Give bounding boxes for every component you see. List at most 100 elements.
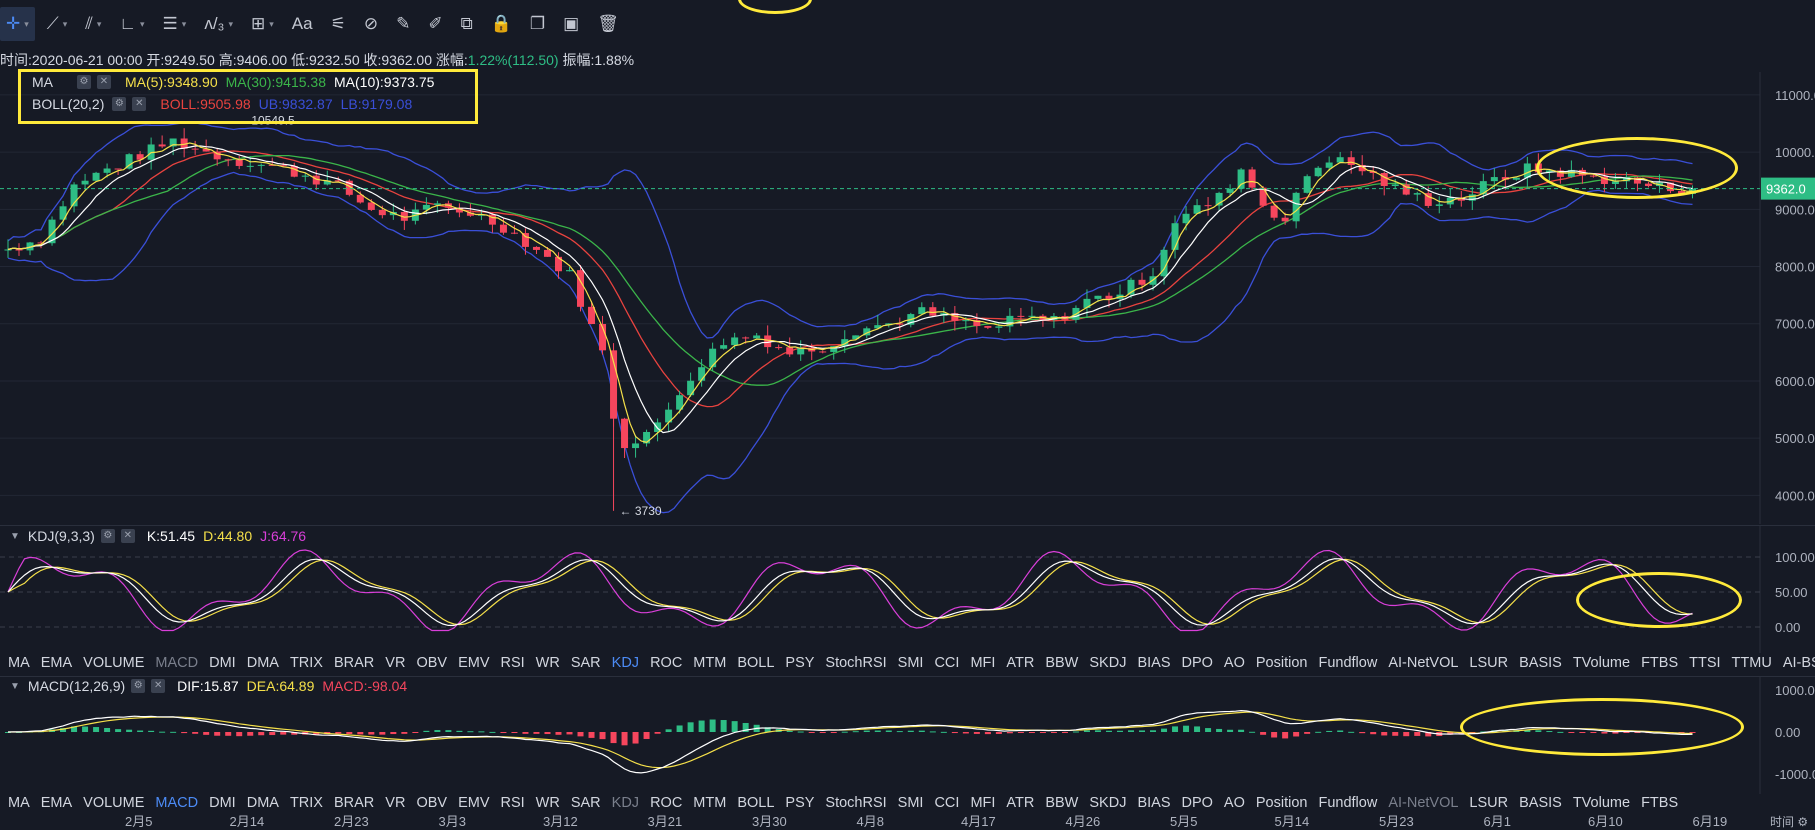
indicator-tab-roc[interactable]: ROC [650,795,683,811]
pattern-tool[interactable]: ⚟ [325,7,352,41]
indicator-tab-wr[interactable]: WR [535,655,560,671]
close-icon[interactable]: ✕ [120,529,135,543]
indicator-tab-fundflow[interactable]: Fundflow [1318,655,1378,671]
hide-tool[interactable]: ▣ [557,7,585,41]
indicator-tab-basis[interactable]: BASIS [1519,655,1562,671]
indicator-tab-ao[interactable]: AO [1223,655,1245,671]
indicator-tab-volume[interactable]: VOLUME [83,795,145,811]
indicator-tab-ema[interactable]: EMA [40,655,73,671]
indicator-tab-boll[interactable]: BOLL [737,655,775,671]
text-tool[interactable]: Aa [286,7,319,41]
indicator-tab-sar[interactable]: SAR [570,795,601,811]
indicator-tab-rsi[interactable]: RSI [500,655,525,671]
copy-tool[interactable]: ❐ [524,7,551,41]
indicator-tab-brar[interactable]: BRAR [333,795,375,811]
delete-tool[interactable]: 🗑 [591,7,625,41]
indicator-tab-rsi[interactable]: RSI [500,795,525,811]
indicator-tab-stochrsi[interactable]: StochRSI [825,655,887,671]
indicator-tab-roc[interactable]: ROC [650,655,683,671]
indicator-tab-mtm[interactable]: MTM [693,655,727,671]
rect-tool[interactable]: ⊞ ▾ [245,7,280,41]
indicator-tab-macd[interactable]: MACD [155,795,199,811]
gear-icon[interactable]: ⚙ [77,75,91,89]
indicator-tab-atr[interactable]: ATR [1006,795,1035,811]
indicator-tab-atr[interactable]: ATR [1006,655,1035,671]
indicator-tab-cci[interactable]: CCI [934,795,960,811]
indicator-tab-dmi[interactable]: DMI [209,795,236,811]
indicator-tab-bbw[interactable]: BBW [1045,655,1079,671]
indicator-tab-sar[interactable]: SAR [570,655,601,671]
indicator-tab-skdj[interactable]: SKDJ [1089,655,1127,671]
indicator-tab-ma[interactable]: MA [8,655,30,671]
gear-icon[interactable]: ⚙ [100,529,115,543]
axis-footer[interactable]: 时间 ⚙ [1770,815,1809,829]
trendline-tool[interactable]: ⟋ ▾ [41,7,73,41]
indicator-tab-tvolume[interactable]: TVolume [1572,655,1631,671]
adjust-tool[interactable]: ⧉ [455,7,479,41]
main-candlestick-chart[interactable]: 11000.00 10000.00 9000.00 8000.00 7000.00 600… [0,72,1815,524]
gear-icon[interactable]: ⚙ [112,97,127,111]
indicator-tab-vr[interactable]: VR [385,795,406,811]
indicator-tab-ttmu[interactable]: TTMU [1731,655,1772,671]
indicator-tab-dma[interactable]: DMA [246,655,279,671]
indicator-tab-ao[interactable]: AO [1223,795,1245,811]
indicator-tab-stochrsi[interactable]: StochRSI [825,795,887,811]
indicator-tab-tvolume[interactable]: TVolume [1572,795,1631,811]
indicator-tab-dma[interactable]: DMA [246,795,279,811]
indicator-tab-ttsi[interactable]: TTSI [1689,655,1721,671]
indicator-tab-obv[interactable]: OBV [416,655,448,671]
indicator-tab-bias[interactable]: BIAS [1137,795,1171,811]
indicator-tab-obv[interactable]: OBV [416,795,448,811]
indicator-tab-smi[interactable]: SMI [897,795,924,811]
gear-icon[interactable]: ⚙ [131,679,146,693]
indicator-tab-ftbs[interactable]: FTBS [1641,655,1679,671]
brush-tool[interactable]: ✐ [422,7,448,41]
indicator-tab-volume[interactable]: VOLUME [83,655,145,671]
angle-tool[interactable]: ∟ ▾ [113,7,150,41]
indicator-tab-boll[interactable]: BOLL [737,795,775,811]
indicator-tab-mtm[interactable]: MTM [693,795,727,811]
indicator-tab-vr[interactable]: VR [385,655,406,671]
indicator-tab-emv[interactable]: EMV [458,655,490,671]
indicator-tab-skdj[interactable]: SKDJ [1089,795,1127,811]
indicator-tab-wr[interactable]: WR [535,795,560,811]
indicator-tab-lsur[interactable]: LSUR [1469,795,1509,811]
chevron-down-icon[interactable]: ▼ [10,680,20,692]
fib-tool[interactable]: ☰ ▾ [157,7,193,41]
indicator-tab-fundflow[interactable]: Fundflow [1318,795,1378,811]
chevron-down-icon[interactable]: ▼ [10,530,20,542]
indicator-tab-dpo[interactable]: DPO [1181,655,1213,671]
indicator-tab-psy[interactable]: PSY [785,795,815,811]
indicator-tab-emv[interactable]: EMV [458,795,490,811]
crosshair-tool[interactable]: ✛ ▾ [0,7,35,41]
indicator-tab-basis[interactable]: BASIS [1519,795,1562,811]
magnet-tool[interactable]: ⊘ [358,7,384,41]
indicator-tab-ai-bsi[interactable]: AI-BSI [1782,655,1815,671]
indicator-tab-kdj[interactable]: KDJ [611,795,640,811]
kdj-chart[interactable]: 100.00 50.00 0.00 [0,525,1815,653]
lock-tool[interactable]: 🔒 [485,7,518,41]
indicator-tab-ai-netvol[interactable]: AI-NetVOL [1388,795,1459,811]
indicator-tab-macd[interactable]: MACD [155,655,199,671]
indicator-tab-brar[interactable]: BRAR [333,655,375,671]
indicator-tab-dmi[interactable]: DMI [209,655,236,671]
close-icon[interactable]: ✕ [97,75,111,89]
indicator-tab-bias[interactable]: BIAS [1137,655,1171,671]
indicator-tab-smi[interactable]: SMI [897,655,924,671]
indicator-tab-bbw[interactable]: BBW [1045,795,1079,811]
indicator-tab-psy[interactable]: PSY [785,655,815,671]
wave-tool[interactable]: ʌ/₃ ▾ [198,7,239,41]
indicator-tab-ftbs[interactable]: FTBS [1641,795,1679,811]
indicator-tab-lsur[interactable]: LSUR [1469,655,1509,671]
indicator-tab-mfi[interactable]: MFI [970,655,996,671]
indicator-tab-dpo[interactable]: DPO [1181,795,1213,811]
indicator-tab-kdj[interactable]: KDJ [611,655,640,671]
indicator-tab-ai-netvol[interactable]: AI-NetVOL [1388,655,1459,671]
close-icon[interactable]: ✕ [132,97,147,111]
indicator-tab-position[interactable]: Position [1255,655,1308,671]
indicator-tab-position[interactable]: Position [1255,795,1308,811]
close-icon[interactable]: ✕ [151,679,166,693]
indicator-tab-trix[interactable]: TRIX [289,795,323,811]
ruler-tool[interactable]: ✎ [390,7,416,41]
indicator-tab-ma[interactable]: MA [8,795,30,811]
